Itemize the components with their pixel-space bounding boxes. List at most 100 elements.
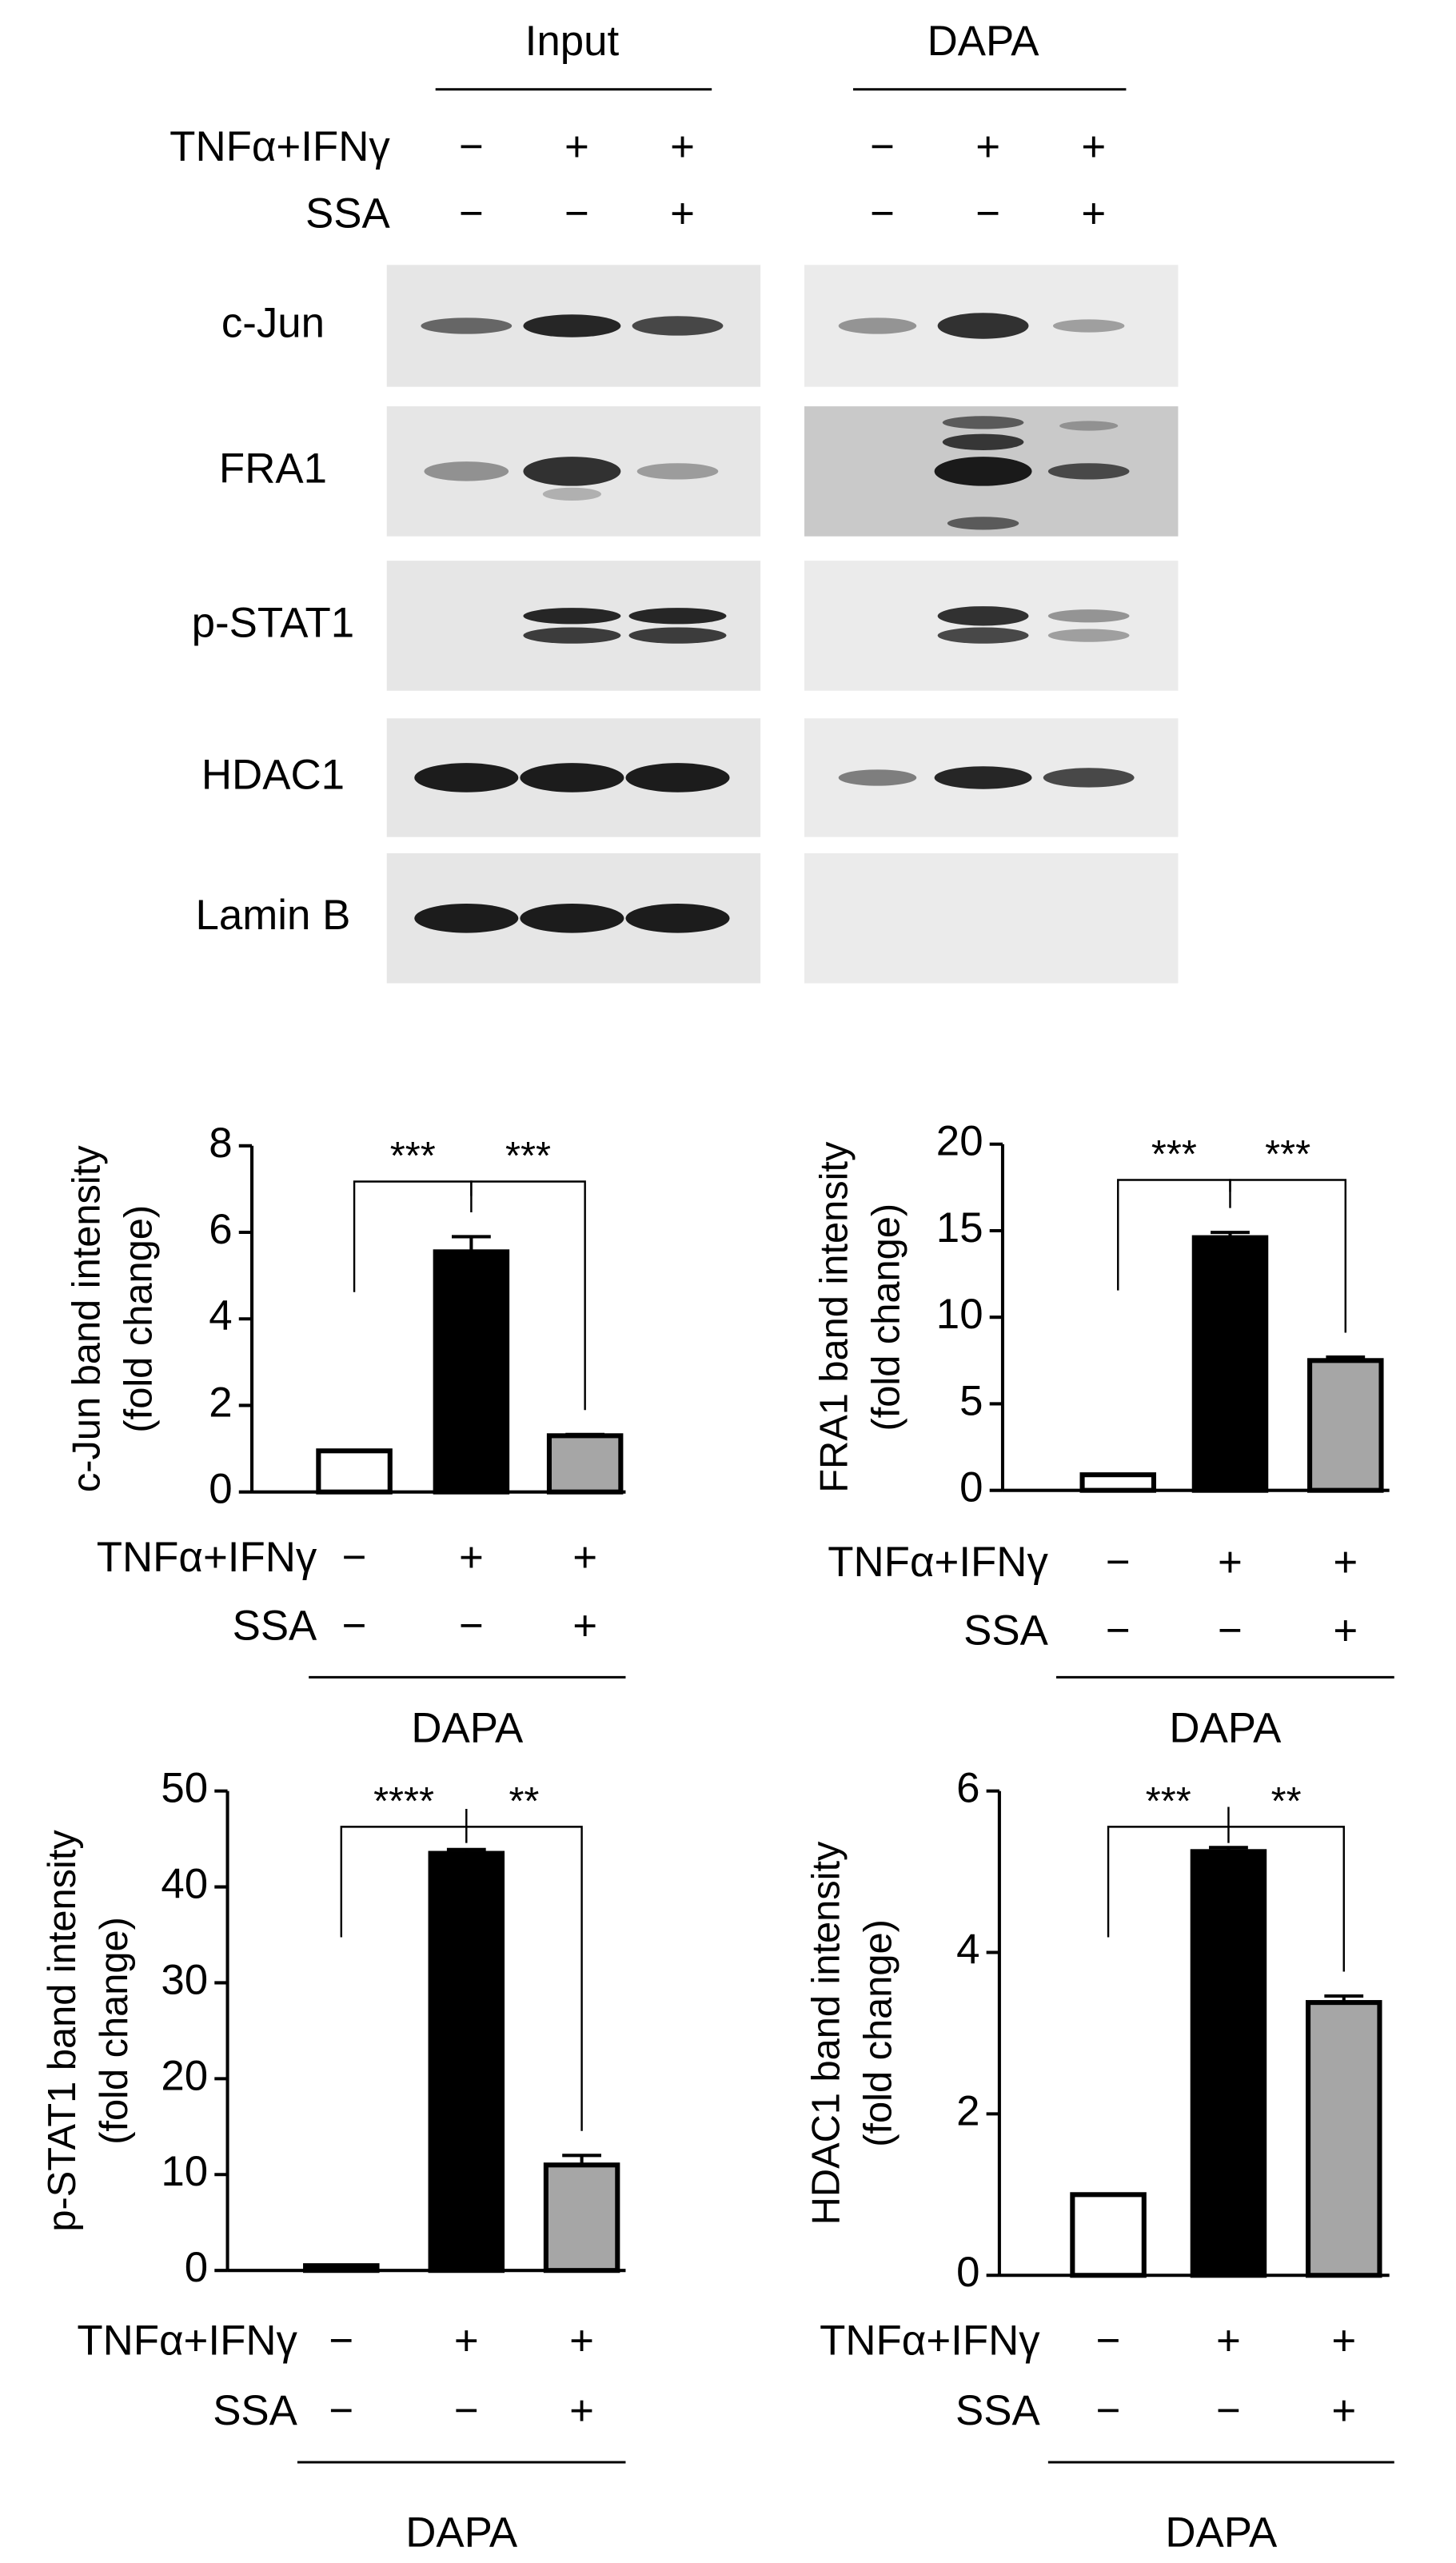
sign: −	[870, 190, 895, 237]
band	[628, 627, 727, 644]
y-tick-label: 2	[956, 2087, 979, 2134]
treatment-label: TNFα+IFNγ	[77, 2317, 297, 2365]
sign: +	[1218, 1539, 1243, 1586]
sign: −	[1218, 1607, 1243, 1654]
sign: +	[454, 2317, 479, 2365]
sign: +	[1081, 123, 1106, 170]
significance-label: ***	[390, 1135, 436, 1178]
bar	[546, 1433, 624, 1495]
sign: +	[1333, 1607, 1358, 1654]
significance-bracket	[465, 1808, 583, 2131]
blot-panel	[804, 852, 1179, 984]
significance-bracket	[340, 1826, 468, 1938]
bar	[1070, 2192, 1147, 2278]
significance-label: ***	[505, 1135, 551, 1178]
treatment-label: SSA	[963, 1607, 1048, 1654]
treatment-label: TNFα+IFNγ	[820, 2317, 1040, 2365]
blot-panel	[386, 561, 761, 691]
y-tick-label: 20	[161, 2052, 208, 2099]
band	[838, 317, 917, 334]
sign: +	[670, 190, 695, 237]
band	[1047, 609, 1130, 623]
band	[942, 433, 1024, 450]
y-tick-label: 6	[209, 1206, 232, 1253]
y-tick-label: 10	[936, 1291, 983, 1338]
significance-bracket	[1229, 1179, 1347, 1333]
treatment-label: TNFα+IFNγ	[170, 123, 390, 170]
y-tick-label: 2	[209, 1379, 232, 1426]
sign: −	[329, 2317, 353, 2365]
band	[628, 608, 727, 625]
group-label: DAPA	[927, 18, 1040, 65]
sign: −	[1216, 2387, 1241, 2434]
band	[625, 763, 730, 792]
sign: −	[564, 190, 589, 237]
treatment-label: TNFα+IFNγ	[828, 1539, 1048, 1586]
sign: −	[459, 123, 484, 170]
sign: −	[459, 1602, 484, 1649]
sign: +	[564, 123, 589, 170]
sign: +	[1216, 2317, 1241, 2365]
sign: −	[459, 190, 484, 237]
error-bar	[565, 1432, 605, 1436]
error-bar	[562, 2154, 601, 2166]
significance-bracket	[1227, 1806, 1345, 1972]
sign: −	[342, 1602, 367, 1649]
y-tick-label: 20	[936, 1118, 983, 1165]
y-axis-label: (fold change)	[865, 1204, 908, 1431]
sign: −	[1106, 1539, 1131, 1586]
band	[937, 313, 1029, 339]
band	[937, 606, 1029, 626]
band	[1047, 463, 1130, 480]
band	[937, 627, 1029, 644]
bar	[316, 1448, 393, 1495]
sign: −	[1096, 2317, 1121, 2365]
significance-label: ***	[1265, 1133, 1310, 1176]
sign: +	[670, 123, 695, 170]
band	[414, 763, 519, 792]
y-axis-label: c-Jun band intensity	[66, 1145, 109, 1492]
y-tick-label: 8	[209, 1120, 232, 1167]
y-tick-label: 30	[161, 1956, 208, 2003]
sign: +	[1081, 190, 1106, 237]
error-bar	[446, 1847, 486, 1854]
y-tick-label: 0	[185, 2244, 208, 2291]
sign: −	[342, 1534, 367, 1581]
y-tick-label: 0	[956, 2249, 979, 2296]
significance-label: ***	[1151, 1133, 1197, 1176]
y-axis-label: (fold change)	[118, 1205, 161, 1433]
sign: −	[975, 190, 1000, 237]
band	[838, 769, 917, 786]
sign: +	[1333, 1539, 1358, 1586]
sign: +	[569, 2387, 594, 2434]
error-bar	[1209, 1846, 1248, 1852]
band	[1059, 421, 1119, 431]
error-bar	[1324, 1994, 1364, 2003]
error-bar	[1326, 1355, 1366, 1361]
significance-label: ****	[373, 1780, 434, 1823]
bar	[433, 1249, 510, 1495]
y-axis-label: (fold change)	[93, 1917, 136, 2145]
band	[1052, 319, 1125, 333]
band	[520, 763, 624, 792]
significance-bracket	[1107, 1826, 1230, 1938]
treatment-label: SSA	[305, 190, 390, 237]
y-tick-label: 4	[956, 1926, 979, 1973]
y-tick-label: 50	[161, 1765, 208, 1812]
band	[934, 766, 1032, 789]
sign: −	[870, 123, 895, 170]
sign: +	[1331, 2317, 1356, 2365]
band	[1047, 629, 1130, 642]
band	[942, 416, 1024, 429]
y-axis-label: (fold change)	[856, 1919, 900, 2147]
treatment-label: SSA	[955, 2387, 1040, 2434]
significance-label: ***	[1146, 1780, 1191, 1823]
error-bar	[1211, 1231, 1250, 1238]
band	[542, 487, 601, 501]
y-tick-label: 5	[959, 1377, 983, 1424]
y-tick-label: 0	[209, 1466, 232, 1513]
band	[523, 627, 621, 644]
group-label: DAPA	[411, 1704, 524, 1751]
significance-bracket	[470, 1180, 586, 1411]
